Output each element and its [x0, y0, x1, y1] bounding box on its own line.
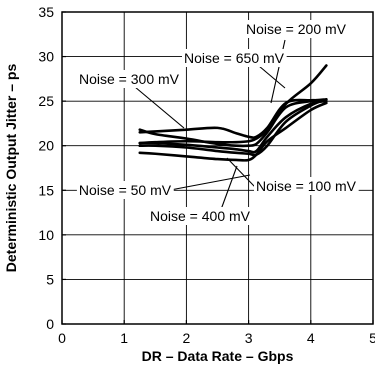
- series-line-noise-400-mv: [138, 101, 328, 162]
- annotation-label-bg: [182, 49, 287, 67]
- annotation-label-bg: [254, 177, 359, 195]
- series-line-noise-200-mv: [138, 64, 328, 145]
- annotation-leader: [226, 157, 256, 188]
- y-tick-label: 35: [38, 4, 54, 20]
- annotation-label-bg: [148, 207, 253, 225]
- annotation-label: Noise = 200 mV: [246, 21, 347, 37]
- series-line-noise-650-mv: [138, 98, 328, 148]
- x-tick-label: 1: [120, 330, 128, 346]
- y-tick-label: 5: [46, 271, 54, 287]
- x-axis-title: DR – Data Rate – Gbps: [142, 348, 294, 364]
- series-line-noise-100-mv: [138, 98, 328, 157]
- x-tick-label: 2: [183, 330, 191, 346]
- annotation-leader: [258, 65, 286, 89]
- x-tick-label: 4: [307, 330, 315, 346]
- axis-layer: 0 1 2 3 4 5 0 5 10 15 20 25 30 35: [38, 4, 375, 346]
- y-tick-label: 30: [38, 49, 54, 65]
- annotation-label-bg: [77, 70, 182, 88]
- x-tick-label: 3: [245, 330, 253, 346]
- annotation-label: Noise = 100 mV: [256, 178, 357, 194]
- annotation-label-bg: [76, 181, 174, 199]
- series-line-noise-50-mv: [138, 99, 328, 154]
- annotation-label: Noise = 50 mV: [79, 182, 172, 198]
- annotation-label: Noise = 300 mV: [79, 71, 180, 87]
- y-axis-title: Deterministic Output Jitter – ps: [3, 64, 19, 273]
- y-tick-label: 20: [38, 138, 54, 154]
- annotation-leader: [218, 165, 238, 216]
- plot-frame: [61, 11, 374, 325]
- annotation-leader: [164, 174, 251, 192]
- annotation-label: Noise = 400 mV: [150, 208, 251, 224]
- series-line-noise-300-mv: [138, 98, 328, 139]
- x-tick-label: 5: [369, 330, 375, 346]
- y-tick-label: 15: [38, 182, 54, 198]
- annotation-leader: [134, 86, 185, 129]
- y-tick-label: 0: [46, 316, 54, 332]
- annotation-label-bg: [244, 20, 349, 38]
- x-tick-label: 0: [58, 330, 66, 346]
- annotation-label: Noise = 650 mV: [184, 50, 285, 66]
- series-layer: [138, 64, 328, 162]
- y-tick-label: 10: [38, 227, 54, 243]
- y-tick-label: 25: [38, 93, 54, 109]
